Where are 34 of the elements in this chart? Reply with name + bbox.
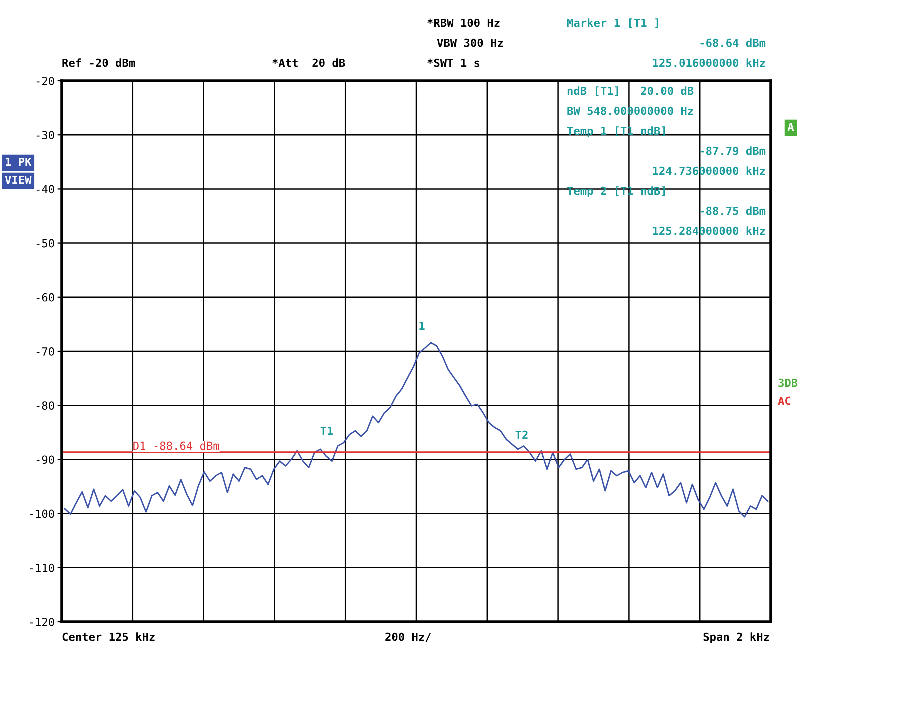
y-tick-label: -120 [30,618,54,626]
text: VBW 300 Hz [437,38,504,48]
y-tick-label: -80 [36,402,54,410]
text: Ref -20 dBm [62,58,136,68]
text: A [788,122,794,132]
text: -68.64 dBm [700,38,766,48]
text: 3DB [778,378,798,388]
annotation: T1 [320,426,334,436]
text: *SWT 1 s [428,58,480,68]
y-tick-label: -40 [36,185,54,194]
y-tick-label: -60 [36,293,54,302]
y-tick-label: -90 [36,456,54,464]
text: *RBW 100 Hz [428,18,500,28]
y-tick-label: -110 [30,564,54,572]
text: Marker 1 [T1 ] [567,18,658,29]
ref-line-label: D1 -88.64 dBm [134,442,220,450]
y-tick-label: -30 [36,131,54,140]
annotation: 1 [420,322,425,330]
text: 125.016000000 kHz [653,58,766,68]
text: 1 PK [6,158,32,166]
y-tick-label: -20 [36,77,54,86]
y-tick-label: -70 [36,348,54,356]
text: AC [778,396,791,406]
annotation: T2 [516,430,528,440]
annotation: -88.75 dBm [700,206,766,216]
y-tick-label: -50 [36,239,54,248]
annotation: ndB [T1] 20.00 dB [568,86,694,97]
text: *Att 20 dB [272,58,346,68]
text: 200 Hz/ [386,632,432,642]
text: Center 125 kHz [62,632,155,642]
annotation: -87.79 dBm [700,146,766,156]
text: VIEW [5,176,32,184]
y-tick-label: -100 [30,510,54,518]
text: Span 2 kHz [704,632,770,644]
